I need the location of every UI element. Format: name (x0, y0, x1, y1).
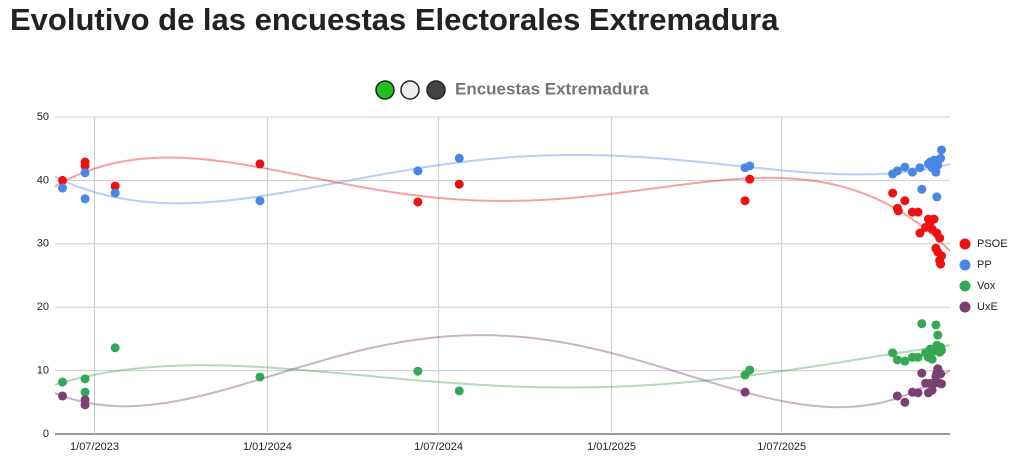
point (892, 166, 902, 176)
point (888, 348, 898, 358)
point (80, 374, 90, 384)
point (935, 233, 945, 243)
point (937, 145, 947, 155)
point (80, 400, 90, 410)
point (917, 319, 927, 329)
legend-marker (959, 259, 971, 271)
trendline (55, 344, 950, 389)
page-title: Evolutivo de las encuestas Electorales E… (10, 2, 779, 37)
trendlines (55, 154, 950, 409)
point (917, 184, 927, 194)
point (907, 167, 917, 177)
point (58, 175, 68, 185)
point (936, 259, 946, 269)
point (255, 196, 265, 206)
point (413, 366, 423, 376)
y-tick-label: 0 (43, 428, 49, 440)
title-icon (426, 80, 446, 100)
x-tick-label: 1/07/2023 (70, 441, 119, 453)
point (740, 196, 750, 206)
point (917, 368, 927, 378)
title-icon (375, 80, 395, 100)
point (745, 174, 755, 184)
point (888, 188, 898, 198)
point (58, 377, 68, 387)
point (454, 179, 464, 189)
legend: PSOE PP Vox UxE (959, 238, 1008, 313)
point (937, 379, 947, 389)
point (80, 161, 90, 171)
point (932, 192, 942, 202)
point (927, 385, 937, 395)
point (900, 356, 910, 366)
point (913, 388, 923, 398)
point (936, 153, 946, 163)
point (413, 166, 423, 176)
point (933, 160, 943, 170)
trendline (55, 154, 950, 205)
point (937, 251, 947, 261)
point (255, 372, 265, 382)
point (454, 153, 464, 163)
x-tick-label: 1/07/2025 (757, 441, 806, 453)
point (900, 397, 910, 407)
point (110, 343, 120, 353)
point (913, 352, 923, 362)
point (936, 369, 946, 379)
point (927, 354, 937, 364)
legend-label: UxE (977, 301, 998, 313)
point (740, 387, 750, 397)
y-tick-label: 40 (37, 174, 49, 186)
trendline (55, 334, 950, 409)
point (255, 159, 265, 169)
point (413, 197, 423, 207)
point (900, 196, 910, 206)
point (58, 183, 68, 193)
point (110, 188, 120, 198)
legend-marker (959, 238, 971, 250)
point (929, 214, 939, 224)
point (80, 168, 90, 178)
point (80, 194, 90, 204)
point (745, 161, 755, 171)
title-icon (400, 80, 420, 100)
point (915, 163, 925, 173)
point (913, 207, 923, 217)
point (931, 167, 941, 177)
point (933, 330, 943, 340)
point (892, 391, 902, 401)
chart-title: Encuestas Extremadura (455, 79, 649, 98)
x-tick-label: 1/01/2025 (587, 441, 636, 453)
legend-label: PP (977, 259, 992, 271)
point (893, 206, 903, 216)
point (58, 391, 68, 401)
point (892, 355, 902, 365)
y-tick-label: 50 (37, 111, 49, 123)
y-tick-label: 10 (37, 365, 49, 377)
point (937, 345, 947, 355)
y-tick-label: 20 (37, 301, 49, 313)
point (915, 228, 925, 238)
point (110, 181, 120, 191)
grid: 0 10 20 30 40 50 1/07/2023 1/01/2024 1/07/2024 1/… (37, 111, 950, 453)
legend-label: PSOE (977, 238, 1008, 250)
legend-marker (959, 280, 971, 292)
point (900, 162, 910, 172)
point (454, 386, 464, 396)
point (745, 365, 755, 375)
point (931, 320, 941, 330)
point (80, 387, 90, 397)
points (58, 145, 947, 410)
y-tick-label: 30 (37, 238, 49, 250)
legend-label: Vox (977, 280, 996, 292)
x-tick-label: 1/07/2024 (414, 441, 463, 453)
x-tick-label: 1/01/2024 (243, 441, 292, 453)
trendline (55, 156, 950, 252)
legend-marker (959, 301, 971, 313)
